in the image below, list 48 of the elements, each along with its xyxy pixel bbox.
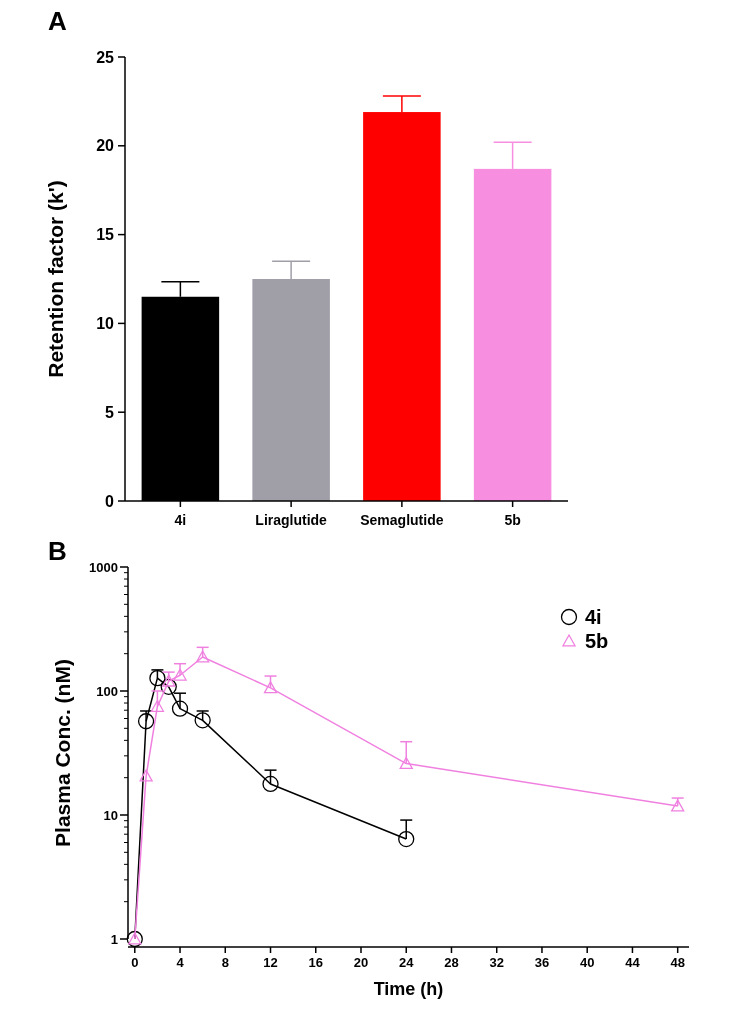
- point: [160, 678, 177, 696]
- y-tick-label: 0: [105, 492, 115, 510]
- point: [150, 699, 165, 712]
- point: [162, 674, 176, 687]
- chart-title: B: [48, 536, 67, 566]
- x-tick-label: 28: [444, 955, 459, 970]
- y-tick-label: 1000: [89, 559, 118, 575]
- x-tick-label: Liraglutide: [255, 512, 328, 528]
- y-tick-label: 100: [96, 683, 118, 699]
- point: [196, 650, 210, 663]
- x-tick-label: 4i: [174, 512, 187, 528]
- point: [171, 700, 189, 717]
- x-tick-label: Semaglutide: [360, 512, 444, 528]
- legend-label: 5b: [585, 630, 609, 652]
- y-tick-label: 5: [105, 403, 115, 421]
- y-tick-label: 15: [96, 226, 115, 244]
- x-tick-label: 44: [625, 955, 641, 970]
- point: [149, 669, 166, 687]
- x-tick-label: 16: [308, 955, 323, 970]
- point: [398, 830, 415, 848]
- point: [194, 712, 211, 729]
- y-axis-title: Plasma Conc. (nM): [51, 659, 74, 847]
- point: [399, 756, 413, 769]
- y-axis-title: Retention factor (k'): [44, 180, 67, 378]
- y-tick-label: 1: [110, 931, 118, 947]
- x-tick-label: 0: [131, 955, 139, 970]
- x-tick-label: 36: [534, 955, 550, 970]
- point: [139, 769, 153, 782]
- x-tick-label: 8: [221, 955, 229, 970]
- x-tick-label: 32: [489, 955, 504, 970]
- chart-title: A: [48, 6, 67, 36]
- y-tick-label: 25: [96, 48, 115, 66]
- point: [137, 713, 155, 730]
- x-tick-label: 20: [353, 955, 369, 970]
- legend-label: 4i: [585, 606, 602, 628]
- y-tick-label: 10: [96, 315, 115, 332]
- x-tick-label: 4: [176, 955, 185, 970]
- point: [262, 775, 279, 793]
- point: [173, 668, 187, 681]
- x-tick-label: 5b: [504, 512, 521, 528]
- x-tick-label: 48: [670, 955, 685, 970]
- x-axis-title: Time (h): [373, 979, 444, 999]
- x-tick-label: 12: [263, 955, 278, 970]
- y-tick-label: 10: [103, 807, 118, 823]
- x-tick-label: 24: [399, 955, 415, 970]
- x-tick-label: 40: [579, 955, 595, 970]
- point: [263, 681, 278, 694]
- y-tick-label: 20: [96, 137, 115, 155]
